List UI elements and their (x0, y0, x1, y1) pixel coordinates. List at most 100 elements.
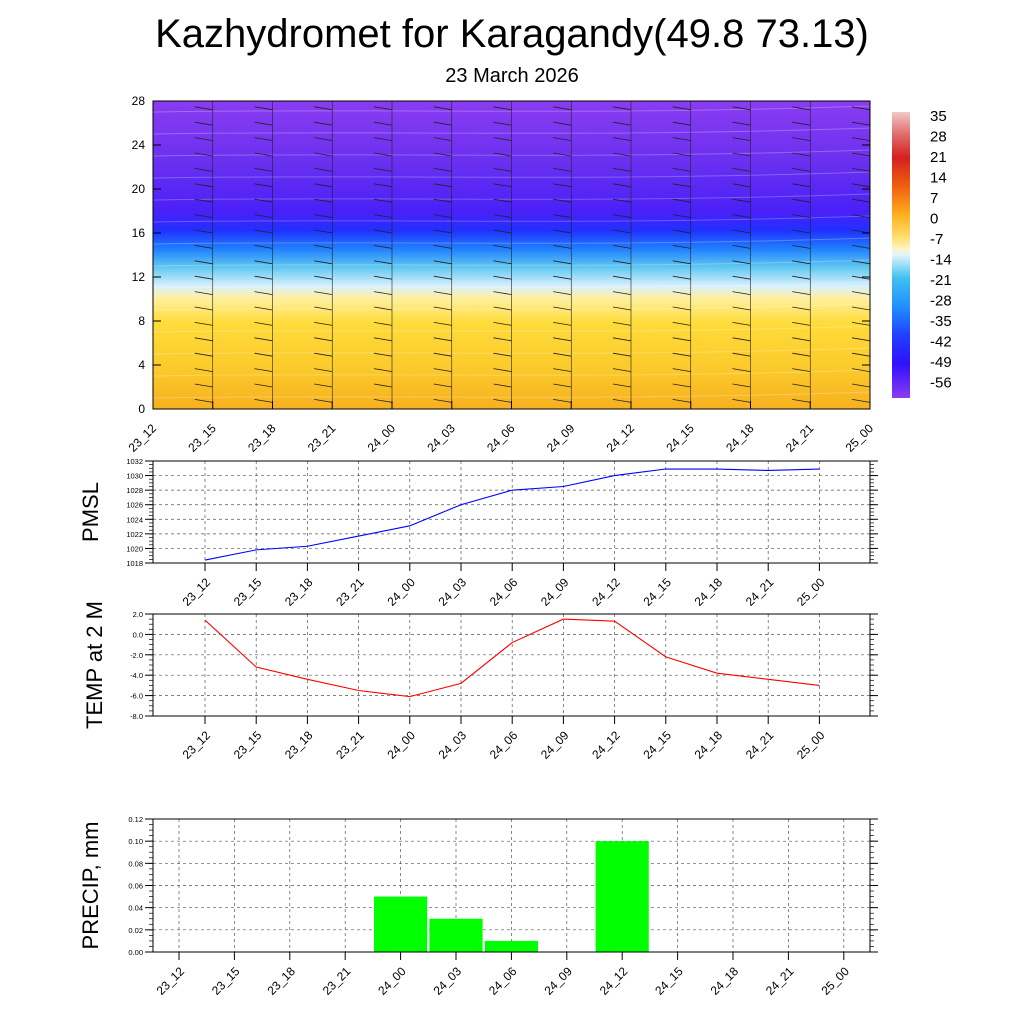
x-tick-label: 23_21 (320, 964, 354, 998)
wind-barb (194, 368, 213, 372)
x-tick-label: 25_00 (794, 575, 828, 609)
y-tick-label: 1024 (126, 515, 143, 524)
wind-barb (373, 337, 393, 342)
y-tick-label: 20 (132, 182, 146, 196)
wind-barb (433, 168, 452, 172)
wind-barb (851, 399, 871, 403)
wind-barb (373, 383, 393, 388)
wind-barb (314, 322, 333, 326)
wind-barb (792, 337, 811, 342)
wind-barb (194, 291, 213, 295)
y-tick-label: 0.10 (128, 837, 143, 846)
colorbar-label: -56 (930, 375, 952, 392)
chart-subtitle: 23 March 2026 (445, 65, 579, 87)
wind-barb (254, 183, 273, 188)
wind-barb (851, 121, 871, 126)
wind-barb (194, 198, 213, 203)
x-tick-label: 23_21 (333, 728, 367, 762)
wind-barb (732, 368, 751, 372)
wind-barb (373, 183, 393, 188)
wind-barb (612, 152, 632, 157)
wind-barb (254, 245, 273, 249)
x-tick-label: 24_15 (652, 964, 686, 998)
contour-line (152, 237, 871, 245)
wind-barb (851, 245, 871, 249)
wind-barb (373, 306, 393, 311)
wind-barb (553, 275, 572, 280)
wind-barb (851, 214, 871, 218)
x-tick-label: 23_15 (185, 421, 219, 455)
wind-barb (493, 260, 512, 265)
wind-barb (314, 383, 333, 388)
wind-barb (672, 121, 691, 126)
wind-barb (254, 137, 273, 141)
wind-barb (672, 291, 691, 295)
wind-barb (732, 245, 751, 249)
x-tick-label: 24_12 (604, 421, 638, 455)
wind-barb (433, 260, 452, 265)
wind-barb (672, 260, 691, 265)
wind-barb (553, 352, 572, 357)
wind-barb (194, 106, 213, 111)
wind-barb (314, 275, 333, 280)
wind-barb (672, 152, 691, 157)
y-tick-label: 0.02 (128, 926, 143, 935)
x-tick-label: 24_15 (663, 421, 697, 455)
wind-barb (254, 229, 273, 234)
x-tick-label: 24_21 (743, 728, 777, 762)
x-tick-label: 23_18 (282, 728, 316, 762)
wind-barb (373, 106, 393, 111)
x-tick-label: 24_00 (365, 421, 399, 455)
wind-barb (373, 368, 393, 372)
wind-barb (553, 306, 572, 311)
y-tick-label: 12 (132, 270, 146, 284)
wind-barb (612, 260, 632, 265)
y-tick-label: 1018 (126, 559, 143, 568)
wind-barb (433, 368, 452, 372)
x-tick-label: 24_03 (431, 964, 465, 998)
wind-barb (792, 383, 811, 388)
cross-section-panel: 0 4 8 12 16 20 24 28 23_12 23_15 23_18 23_21 24_00 24… (126, 94, 877, 455)
colorbar-label: 28 (930, 129, 947, 146)
wind-barb (553, 399, 572, 403)
x-tick-label: 24_09 (544, 421, 578, 455)
wind-barb (254, 306, 273, 311)
wind-barb (792, 183, 811, 188)
wind-barb (433, 352, 452, 357)
wind-barb (553, 229, 572, 234)
wind-barb (672, 214, 691, 218)
bar (484, 940, 538, 952)
wind-barb (314, 352, 333, 357)
wind-barb (433, 214, 452, 218)
wind-barb (732, 183, 751, 188)
bar (374, 896, 428, 952)
contour-line (152, 171, 871, 179)
wind-barb (493, 168, 512, 172)
wind-barb (194, 245, 213, 249)
wind-barb (672, 229, 691, 234)
wind-barb (792, 322, 811, 326)
wind-barb (493, 214, 512, 218)
temp-panel: -8.0 -6.0 -4.0 -2.0 0.0 2.0 23_12 23_15 23_18 23_… (82, 601, 878, 762)
wind-barb (732, 137, 751, 141)
wind-barb (194, 352, 213, 357)
wind-barb (254, 399, 273, 403)
wind-barb (433, 337, 452, 342)
x-tick-label: 23_21 (333, 575, 367, 609)
wind-barb (792, 121, 811, 126)
y-tick-label: 0.0 (133, 630, 143, 639)
wind-barb (672, 399, 691, 403)
wind-barb (373, 352, 393, 357)
wind-barb (314, 137, 333, 141)
wind-barb (493, 275, 512, 280)
wind-barb (433, 121, 452, 126)
colorbar-label: 35 (930, 108, 947, 125)
wind-barb (314, 245, 333, 249)
x-tick-label: 25_00 (818, 964, 852, 998)
y-tick-label: 0 (138, 402, 145, 416)
wind-barb (732, 291, 751, 295)
wind-barb (493, 291, 512, 295)
wind-barb (493, 399, 512, 403)
wind-barb (194, 137, 213, 141)
y-axis-title: TEMP at 2 M (82, 601, 107, 729)
